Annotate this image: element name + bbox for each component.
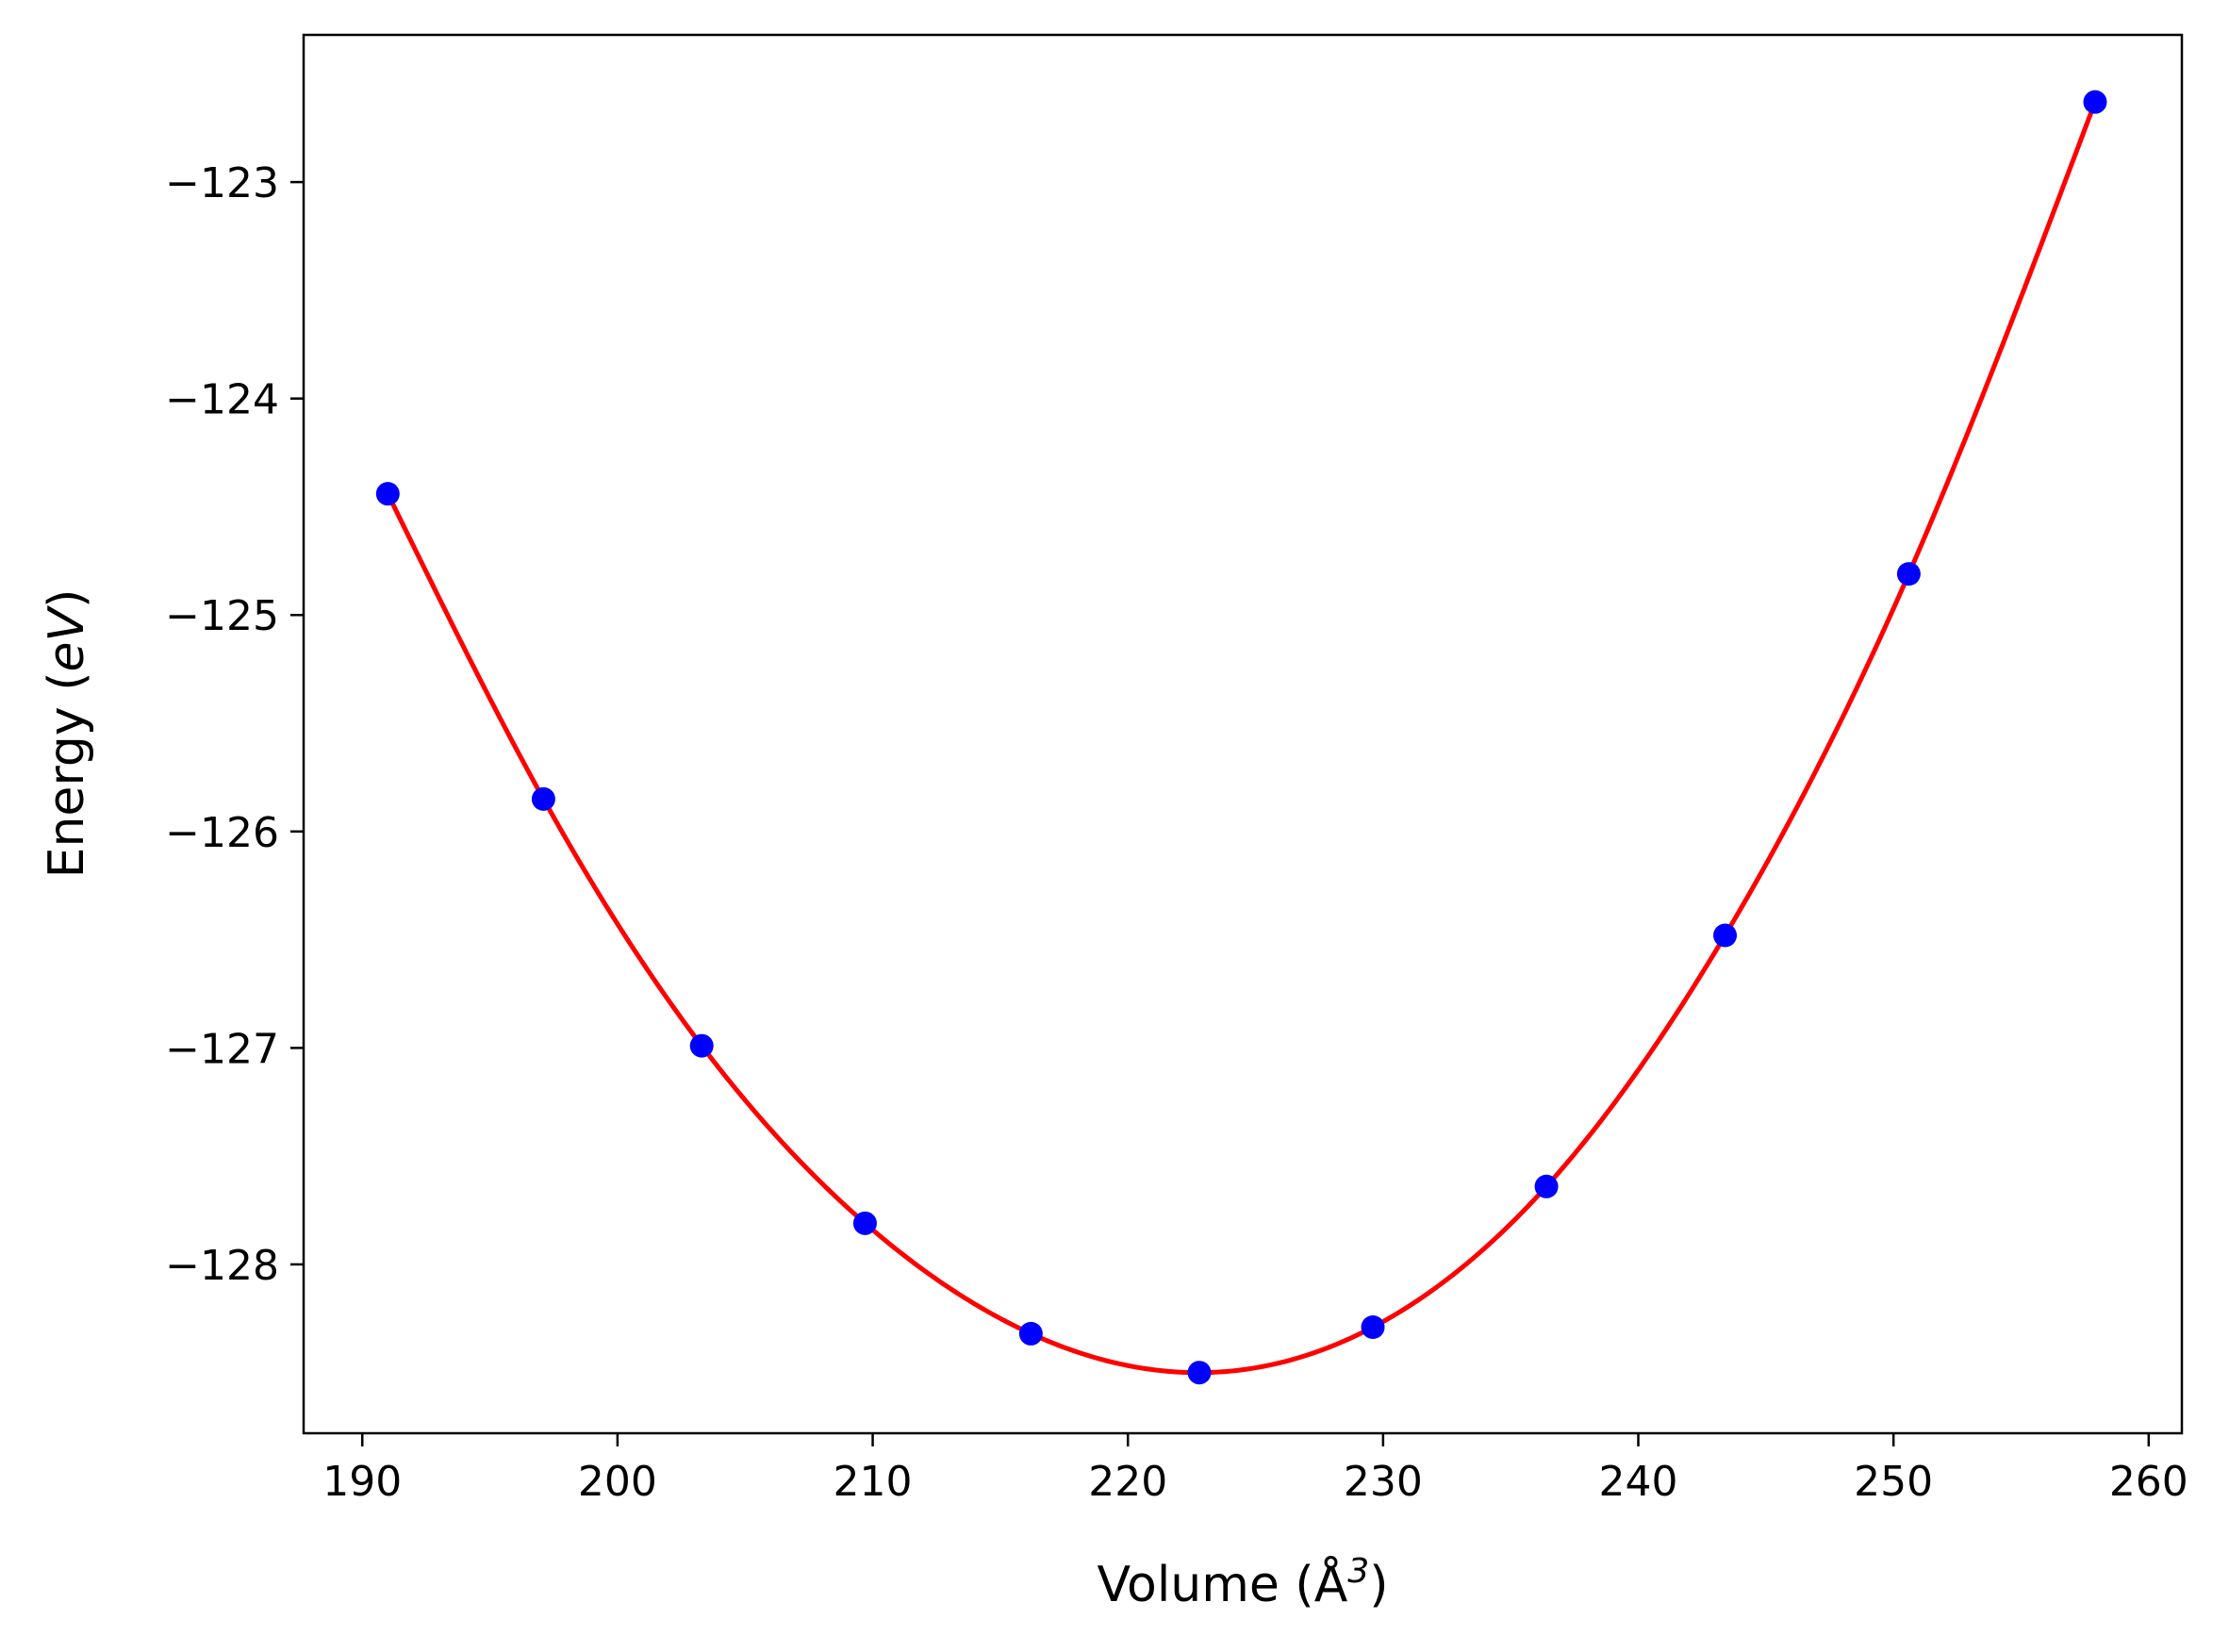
data-points-layer [375, 90, 2107, 1385]
y-tick-label: −127 [165, 1025, 279, 1073]
y-axis-ticks: −123 −124 −125 −126 −127 −128 [165, 159, 304, 1290]
y-axis-label-close: ) [39, 589, 95, 608]
plot-area-frame [302, 33, 2184, 1435]
y-tick-label: −124 [165, 376, 279, 424]
x-tick-label: 230 [1344, 1458, 1423, 1506]
data-point [852, 1211, 877, 1235]
data-point [1534, 1174, 1559, 1198]
data-point [531, 786, 555, 811]
y-axis-label-unit: eV [39, 605, 95, 672]
data-point [689, 1033, 714, 1058]
data-point [375, 482, 400, 506]
y-tick-label: −125 [165, 592, 279, 640]
x-tick-label: 190 [322, 1458, 402, 1506]
x-axis-label-superscript: 3 [1347, 1552, 1369, 1591]
y-axis-label: Energy (eV) [39, 589, 95, 879]
data-point [1896, 562, 1921, 586]
data-point [1187, 1361, 1212, 1385]
x-tick-label: 260 [2109, 1458, 2188, 1506]
data-point [1361, 1315, 1385, 1340]
data-point [1713, 923, 1738, 948]
data-point [1018, 1321, 1043, 1346]
data-point [2083, 90, 2107, 114]
x-axis-ticks: 190 200 210 220 230 240 250 260 [322, 1433, 2188, 1506]
x-axis-label: Volume (Å3) [1098, 1552, 1389, 1613]
y-tick-label: −123 [165, 159, 279, 207]
x-tick-label: 240 [1599, 1458, 1678, 1506]
x-tick-label: 220 [1088, 1458, 1167, 1506]
y-tick-label: −126 [165, 809, 279, 857]
x-axis-label-close: ) [1369, 1557, 1388, 1613]
x-tick-label: 250 [1854, 1458, 1933, 1506]
x-tick-label: 210 [834, 1458, 913, 1506]
x-tick-label: 200 [578, 1458, 657, 1506]
y-tick-label: −128 [165, 1242, 279, 1290]
